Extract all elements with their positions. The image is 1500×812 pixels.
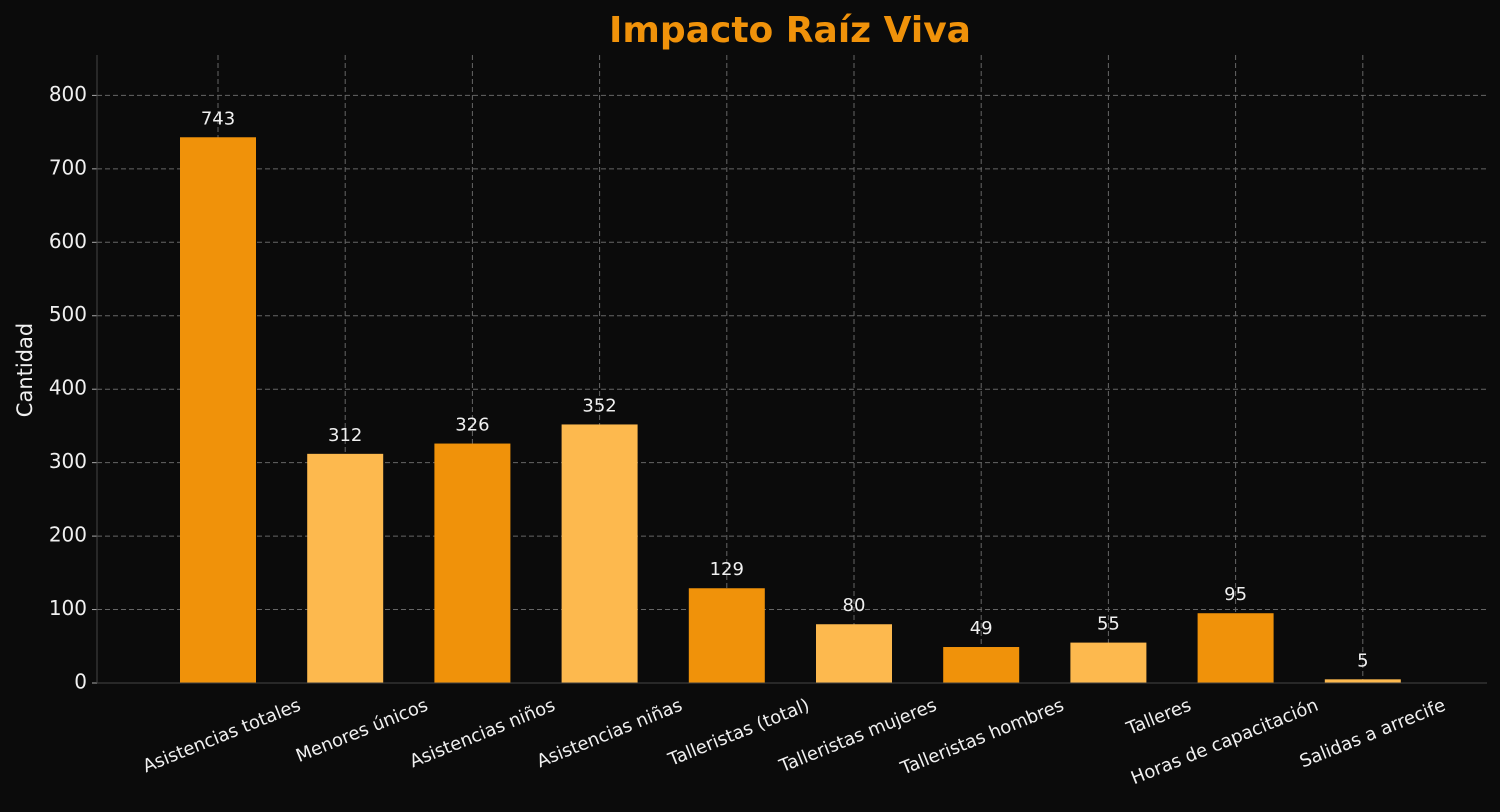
value-label: 326 <box>455 415 489 436</box>
value-label: 55 <box>1097 614 1120 635</box>
chart-title: Impacto Raíz Viva <box>609 10 971 51</box>
y-tick-label: 0 <box>74 670 87 694</box>
bar <box>816 624 892 683</box>
value-label: 129 <box>710 559 744 580</box>
y-tick-label: 800 <box>49 82 87 106</box>
bar <box>561 424 638 683</box>
bar <box>1324 679 1401 683</box>
y-tick-label: 300 <box>49 449 87 473</box>
bar <box>307 453 384 683</box>
value-label: 352 <box>582 395 616 416</box>
bar <box>688 588 765 683</box>
value-label: 5 <box>1357 650 1368 671</box>
y-tick-label: 100 <box>49 596 87 620</box>
value-label: 95 <box>1224 584 1247 605</box>
y-axis-label: Cantidad <box>13 323 37 417</box>
bar <box>434 443 511 683</box>
bar <box>1197 613 1274 683</box>
value-label: 312 <box>328 425 362 446</box>
bar <box>180 137 256 683</box>
y-tick-label: 700 <box>49 155 87 179</box>
y-tick-label: 600 <box>49 229 87 253</box>
bar <box>943 647 1020 683</box>
value-label: 49 <box>970 618 993 639</box>
bar <box>1070 642 1147 683</box>
value-label: 80 <box>843 595 866 616</box>
y-tick-label: 200 <box>49 523 87 547</box>
y-tick-label: 400 <box>49 376 87 400</box>
y-tick-label: 500 <box>49 302 87 326</box>
value-label: 743 <box>201 108 235 129</box>
